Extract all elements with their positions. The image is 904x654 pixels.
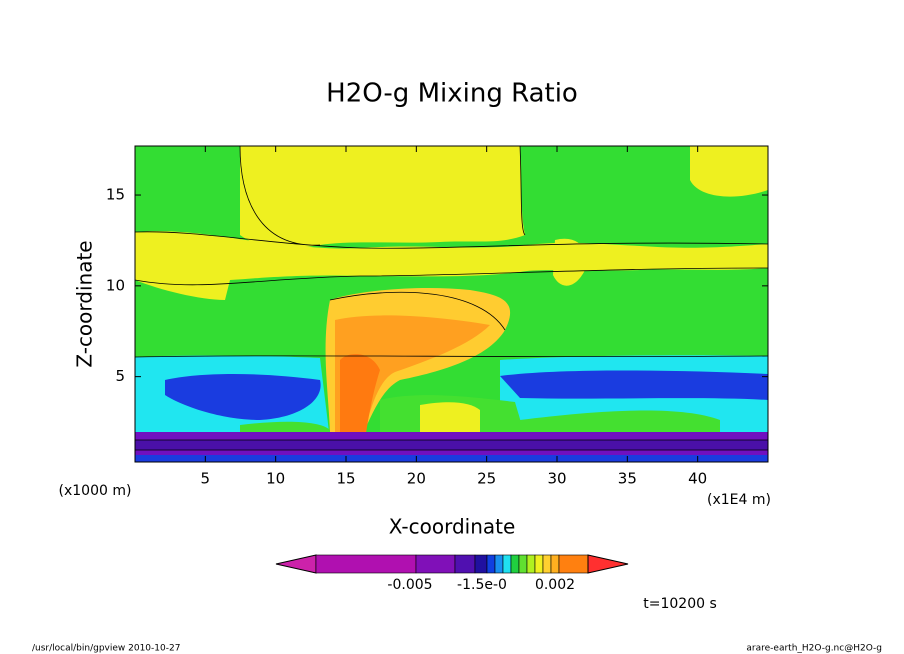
plot-frame: [134, 145, 769, 463]
x-tick-label: 35: [618, 470, 637, 488]
x-unit-right: (x1E4 m): [707, 492, 771, 508]
chart-title: H2O-g Mixing Ratio: [326, 79, 578, 109]
y-tick-label: 5: [115, 367, 125, 385]
footer-right: arare-earth_H2O-g.nc@H2O-g: [746, 644, 882, 654]
y-tick-label: 10: [106, 276, 125, 294]
x-tick-label: 30: [547, 470, 566, 488]
colorbar-swatch: [510, 554, 520, 574]
x-unit-left: (x1000 m): [59, 483, 132, 499]
colorbar-swatch: [518, 554, 528, 574]
colorbar-swatch: [550, 554, 560, 574]
x-tick-label: 20: [407, 470, 426, 488]
colorbar-swatch: [454, 554, 476, 574]
colorbar-swatch: [542, 554, 552, 574]
colorbar-label: -1.5e-0: [457, 577, 507, 593]
colorbar-swatch: [534, 554, 544, 574]
colorbar-swatch: [415, 554, 456, 574]
colorbar-swatch: [494, 554, 504, 574]
colorbar-swatch: [526, 554, 536, 574]
x-axis-label: X-coordinate: [389, 515, 516, 539]
colorbar-end: [587, 554, 629, 574]
x-tick-label: 15: [336, 470, 355, 488]
colorbar: -0.005 -1.5e-0 0.002: [275, 554, 629, 593]
colorbar-label: -0.005: [387, 577, 432, 593]
contour-field: [135, 146, 768, 462]
colorbar-swatch: [474, 554, 488, 574]
time-label: t=10200 s: [643, 596, 717, 612]
colorbar-swatch: [558, 554, 589, 574]
colorbar-swatch: [315, 554, 417, 574]
x-tick-label: 10: [266, 470, 285, 488]
colorbar-label: 0.002: [535, 577, 575, 593]
colorbar-swatch: [486, 554, 496, 574]
x-tick-label: 40: [688, 470, 707, 488]
x-tick-label: 25: [477, 470, 496, 488]
x-tick-label: 5: [201, 470, 211, 488]
y-tick-label: 15: [106, 186, 125, 204]
colorbar-end: [275, 554, 317, 574]
footer-left: /usr/local/bin/gpview 2010-10-27: [32, 644, 180, 654]
colorbar-swatch: [502, 554, 512, 574]
y-axis-label: Z-coordinate: [73, 240, 97, 367]
